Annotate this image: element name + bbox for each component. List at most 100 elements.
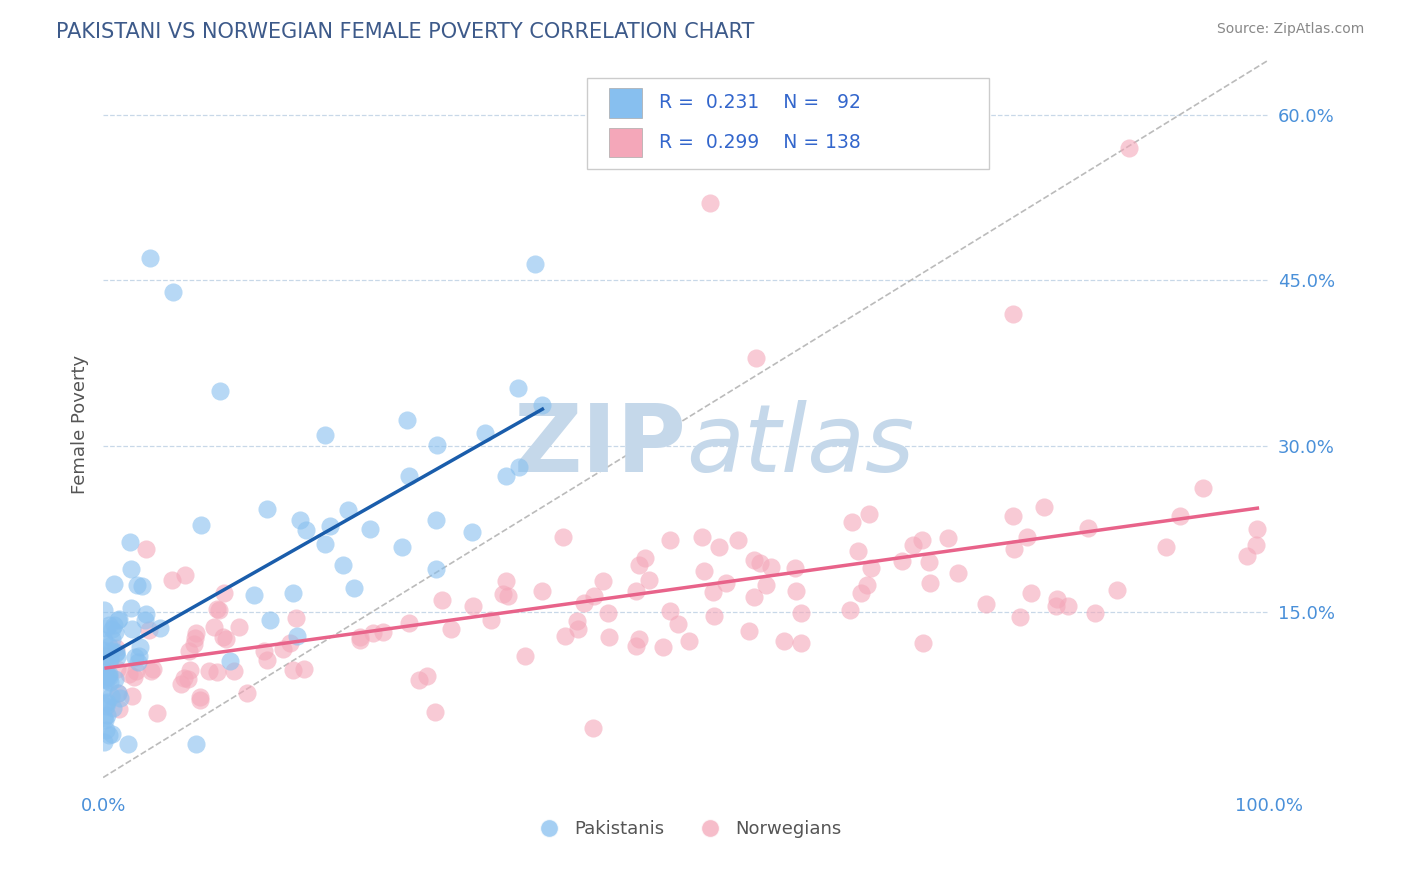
Point xyxy=(98,648,121,663)
Point xyxy=(508,459,530,474)
Point xyxy=(911,533,934,547)
Point xyxy=(97,728,120,742)
Point xyxy=(638,573,661,587)
Point xyxy=(98,650,121,665)
Point xyxy=(252,644,274,658)
Point xyxy=(1002,542,1025,557)
Point xyxy=(93,603,115,617)
Point xyxy=(363,626,385,640)
Point xyxy=(173,671,195,685)
Point xyxy=(100,689,122,703)
Point xyxy=(290,513,312,527)
Point xyxy=(160,573,183,587)
Point xyxy=(598,630,620,644)
Point xyxy=(737,624,759,639)
Point xyxy=(496,589,519,603)
Point xyxy=(790,606,813,620)
Point xyxy=(170,677,193,691)
Point xyxy=(93,711,115,725)
Point xyxy=(243,589,266,603)
Point xyxy=(659,533,682,547)
Point xyxy=(759,559,782,574)
Point xyxy=(101,700,124,714)
FancyBboxPatch shape xyxy=(588,78,990,169)
Point xyxy=(190,518,212,533)
Point xyxy=(139,664,162,678)
Point xyxy=(693,564,716,578)
Point xyxy=(108,612,131,626)
FancyBboxPatch shape xyxy=(609,128,643,157)
Point xyxy=(205,665,228,679)
Point xyxy=(523,257,546,271)
Point xyxy=(259,613,281,627)
Point xyxy=(349,630,371,644)
Point xyxy=(565,614,588,628)
Point xyxy=(513,648,536,663)
Point xyxy=(398,469,420,483)
Point xyxy=(104,672,127,686)
Point xyxy=(208,603,231,617)
Point xyxy=(139,252,162,266)
Point xyxy=(93,714,115,728)
Point xyxy=(1246,522,1268,536)
Point xyxy=(97,667,120,681)
Point xyxy=(121,690,143,704)
Point xyxy=(94,673,117,687)
Point xyxy=(425,437,447,451)
Point xyxy=(228,620,250,634)
Point xyxy=(104,646,127,660)
Point xyxy=(1154,541,1177,555)
Point xyxy=(709,540,731,554)
Point xyxy=(104,645,127,659)
Point xyxy=(98,670,121,684)
Point xyxy=(100,727,122,741)
Point xyxy=(744,553,766,567)
Point xyxy=(93,735,115,749)
Point xyxy=(94,698,117,713)
Point xyxy=(104,624,127,639)
Point xyxy=(790,636,813,650)
Point xyxy=(479,613,502,627)
Point xyxy=(395,413,418,427)
Point xyxy=(128,648,150,663)
Point xyxy=(1045,599,1067,614)
Point xyxy=(572,596,595,610)
Point xyxy=(727,533,749,548)
Point xyxy=(280,636,302,650)
FancyBboxPatch shape xyxy=(609,88,643,118)
Point xyxy=(567,622,589,636)
Text: ZIP: ZIP xyxy=(513,400,686,491)
Point xyxy=(188,692,211,706)
Point xyxy=(343,582,366,596)
Point xyxy=(108,702,131,716)
Point xyxy=(134,613,156,627)
Point xyxy=(121,622,143,636)
Point xyxy=(891,554,914,568)
Point xyxy=(124,664,146,678)
Point xyxy=(838,603,860,617)
Point xyxy=(974,597,997,611)
Point xyxy=(416,669,439,683)
Point xyxy=(495,469,517,483)
Point xyxy=(211,631,233,645)
Point xyxy=(430,592,453,607)
Text: R =  0.299    N = 138: R = 0.299 N = 138 xyxy=(659,133,860,152)
Point xyxy=(849,586,872,600)
Point xyxy=(292,662,315,676)
Point xyxy=(177,672,200,686)
Point xyxy=(946,566,969,580)
Point xyxy=(236,686,259,700)
Point xyxy=(1077,521,1099,535)
Point xyxy=(1008,609,1031,624)
Point xyxy=(936,531,959,545)
Point xyxy=(174,567,197,582)
Point xyxy=(127,655,149,669)
Point xyxy=(633,551,655,566)
Text: Source: ZipAtlas.com: Source: ZipAtlas.com xyxy=(1216,22,1364,37)
Point xyxy=(474,426,496,441)
Point xyxy=(582,721,605,735)
Point xyxy=(179,663,201,677)
Point xyxy=(120,534,142,549)
Point xyxy=(222,664,245,678)
Point xyxy=(702,584,724,599)
